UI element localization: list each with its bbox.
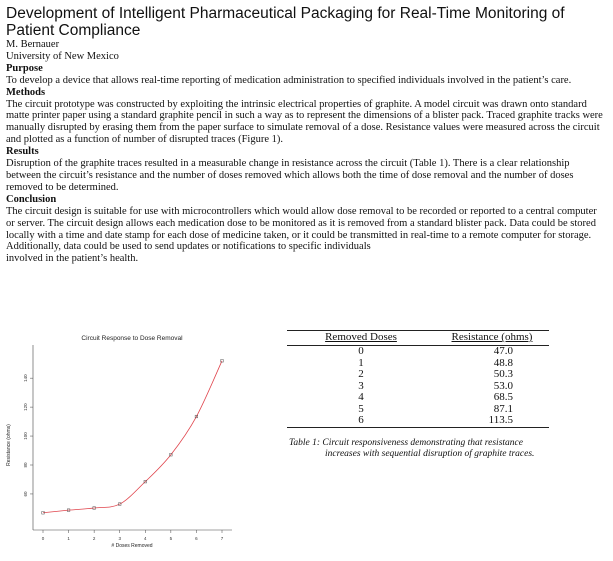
x-tick-label: 5 [170,536,173,541]
table-cell-doses: 0 [358,345,364,357]
resistance-table: Removed Doses Resistance (ohms) 0 47.0 1… [287,330,549,428]
table-row: 0 47.0 [287,345,549,358]
plot-area [32,345,232,531]
x-tick-label: 2 [93,536,96,541]
table-cell-resistance: 47.0 [493,345,513,357]
data-point [194,414,198,419]
document-body: M. Bernauer University of New Mexico Pur… [6,39,606,265]
column-header-resistance: Resistance (ohms) [435,330,549,346]
y-axis-ticks: 60 80 100 120 140 [23,374,33,497]
author-name: M. Bernauer [6,39,60,50]
data-point [143,480,147,484]
table-cell-resistance: 87.1 [493,402,513,415]
table-row: 2 50.3 [287,368,549,381]
table-cell-doses: 4 [358,391,364,403]
table-cell-resistance: 53.0 [493,379,513,392]
table-cell-doses: 3 [358,379,364,392]
x-tick-label: 4 [144,536,147,541]
methods-heading: Methods [6,86,46,98]
y-tick-label: 100 [23,432,28,440]
x-tick-label: 6 [195,536,198,541]
table-row: 6 113.5 [287,414,549,428]
table-row: 4 68.5 [287,391,549,404]
y-axis-label: Resistance (ohms) [6,424,12,466]
data-point [92,506,96,510]
resistance-chart: Circuit Response to Dose Removal 6080100… [6,335,232,549]
table-row: 5 87.1 [287,402,549,416]
table-caption: Table 1: Circuit responsiveness demonstr… [289,438,559,460]
table-header-row: Removed Doses Resistance (ohms) [287,330,549,346]
data-point [67,508,71,512]
table-cell-doses: 1 [358,356,364,369]
methods-text: The circuit prototype was constructed by… [6,98,603,146]
data-point [220,359,224,363]
purpose-text: To develop a device that allows real-tim… [6,74,572,86]
x-tick-label: 0 [42,536,45,541]
data-point [169,453,173,457]
data-points [41,359,224,515]
x-axis-label: # Doses Removed [111,543,152,549]
table-cell-resistance: 113.5 [435,414,549,428]
table-cell-doses: 5 [358,402,364,415]
table-cell-resistance: 50.3 [493,368,513,380]
table-caption-line-2: increases with sequential disruption of … [325,449,535,459]
purpose-heading: Purpose [6,62,43,74]
x-tick-label: 1 [67,536,70,541]
table-cell-doses: 6 [287,414,435,428]
chart-title: Circuit Response to Dose Removal [81,335,183,342]
document-title: Development of Intelligent Pharmaceutica… [6,5,565,39]
column-header-removed-doses: Removed Doses [287,330,435,346]
table-cell-doses: 2 [358,368,364,380]
table-cell-resistance: 68.5 [493,391,513,403]
y-tick-label: 80 [23,462,28,468]
conclusion-text-tail: involved in the patient’s health. [6,253,139,265]
results-heading: Results [6,146,39,158]
x-tick-label: 7 [221,536,224,541]
data-point [41,511,45,515]
y-tick-label: 60 [23,491,28,497]
table-row: 3 53.0 [287,379,549,393]
data-point [118,502,122,506]
affiliation: University of New Mexico [6,50,119,62]
x-axis-ticks: 0 1 2 3 4 5 6 7 [42,530,224,541]
y-tick-label: 120 [23,403,28,411]
table-cell-resistance: 48.8 [493,356,513,369]
table-caption-line-1: Table 1: Circuit responsiveness demonstr… [289,438,523,448]
fit-curve [42,360,223,514]
conclusion-text: The circuit design is suitable for use w… [6,205,597,253]
y-tick-label: 140 [23,374,28,382]
conclusion-heading: Conclusion [6,193,57,205]
x-tick-label: 3 [118,536,121,541]
table-row: 1 48.8 [287,356,549,370]
results-text: Disruption of the graphite traces result… [6,158,574,193]
